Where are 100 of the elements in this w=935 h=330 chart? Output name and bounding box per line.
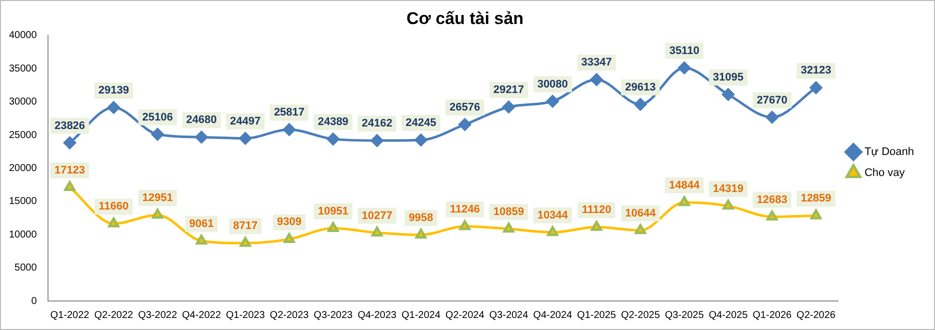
data-label: 24162 — [362, 118, 392, 130]
y-tick-label: 40000 — [8, 30, 38, 42]
data-label: 17123 — [54, 164, 86, 176]
point — [634, 98, 647, 111]
data-label: 24245 — [406, 117, 436, 130]
x-tick-label: Q3-2022 — [138, 310, 178, 321]
x-tick-label: Q1-2023 — [226, 310, 266, 321]
data-label: 30080 — [537, 78, 568, 90]
data-label: 29217 — [493, 84, 524, 96]
y-tick-label: 0 — [31, 296, 38, 307]
x-tick-label: Q1-2022 — [50, 310, 90, 321]
x-tick-label: Q1-2026 — [752, 310, 792, 321]
y-tick-label: 25000 — [8, 130, 38, 141]
data-label: 25817 — [274, 106, 305, 119]
data-label: 12951 — [142, 192, 173, 204]
point — [107, 101, 120, 114]
data-label: 9309 — [276, 216, 302, 228]
x-tick-label: Q4-2025 — [708, 310, 748, 321]
point — [414, 134, 428, 146]
point — [678, 62, 691, 74]
x-tick-label: Q1-2024 — [401, 310, 441, 321]
point — [459, 220, 470, 230]
data-label: 10951 — [318, 205, 348, 218]
data-label: 10644 — [625, 207, 657, 220]
data-label: 33347 — [581, 56, 612, 69]
point — [678, 196, 690, 206]
point — [503, 222, 514, 233]
y-tick-label: 35000 — [8, 63, 38, 74]
point — [547, 226, 558, 236]
point — [546, 95, 559, 108]
point — [722, 200, 734, 210]
x-tick-label: Q4-2023 — [358, 310, 397, 321]
x-tick-label: Q3-2025 — [664, 310, 704, 321]
data-label: 25106 — [142, 111, 173, 124]
chart-title: Cơ cấu tài sản — [406, 8, 524, 28]
y-tick-label: 20000 — [8, 162, 38, 174]
x-tick-label: Q3-2023 — [314, 310, 354, 321]
point — [722, 88, 734, 101]
x-tick-label: Q3-2024 — [489, 310, 529, 321]
point — [766, 111, 778, 124]
point — [239, 132, 252, 145]
data-label: 11246 — [450, 203, 480, 216]
data-label: 8717 — [233, 220, 258, 232]
point — [590, 73, 603, 86]
y-tick-label: 30000 — [8, 96, 38, 108]
y-tick-label: 10000 — [8, 229, 38, 240]
x-tick-label: Q2-2026 — [796, 310, 836, 321]
x-tick-label: Q2-2024 — [445, 310, 485, 321]
data-label: 26576 — [450, 102, 480, 114]
legend-label: Cho vay — [864, 167, 906, 180]
point — [282, 123, 296, 136]
point — [415, 228, 427, 239]
data-label: 14319 — [712, 182, 744, 195]
y-tick-label: 5000 — [14, 262, 38, 274]
point — [634, 224, 646, 234]
point — [196, 234, 208, 245]
legend-label: Tự Doanh — [864, 146, 914, 158]
data-label: 24497 — [230, 115, 261, 128]
data-label: 9958 — [408, 212, 434, 224]
point — [371, 226, 383, 237]
y-tick-label: 15000 — [8, 196, 38, 208]
point — [108, 217, 120, 228]
x-tick-label: Q4-2022 — [182, 310, 222, 321]
data-label: 14844 — [669, 179, 700, 192]
x-tick-label: Q2-2022 — [94, 310, 134, 321]
x-tick-label: Q4-2024 — [533, 310, 573, 321]
data-label: 24389 — [318, 116, 348, 128]
point — [152, 208, 164, 219]
x-tick-label: Q2-2023 — [270, 310, 310, 321]
point — [64, 181, 76, 192]
data-label: 27670 — [756, 94, 788, 106]
point — [328, 222, 339, 232]
data-label: 10277 — [362, 210, 392, 222]
point — [151, 128, 164, 141]
data-label: 35110 — [669, 44, 700, 57]
point — [284, 232, 295, 243]
data-label: 23826 — [54, 120, 86, 132]
point — [240, 236, 251, 247]
data-label: 29613 — [625, 81, 656, 94]
point — [590, 220, 602, 231]
data-label: 12859 — [800, 192, 832, 205]
data-label: 9061 — [189, 218, 214, 230]
point — [502, 100, 515, 114]
point — [810, 81, 822, 94]
data-label: 31095 — [712, 72, 744, 84]
x-tick-label: Q2-2025 — [620, 310, 660, 321]
data-label: 32123 — [800, 64, 832, 77]
data-label: 11660 — [98, 200, 129, 213]
data-label: 10344 — [537, 209, 569, 222]
point — [326, 132, 340, 146]
point — [64, 136, 76, 150]
data-label: 29139 — [98, 84, 129, 97]
point — [370, 134, 384, 147]
data-label: 11120 — [582, 204, 612, 216]
point — [810, 209, 822, 220]
x-tick-label: Q1-2025 — [577, 310, 616, 321]
point — [195, 130, 208, 144]
data-label: 12683 — [756, 194, 788, 206]
data-label: 24680 — [186, 114, 217, 126]
point — [766, 210, 778, 221]
